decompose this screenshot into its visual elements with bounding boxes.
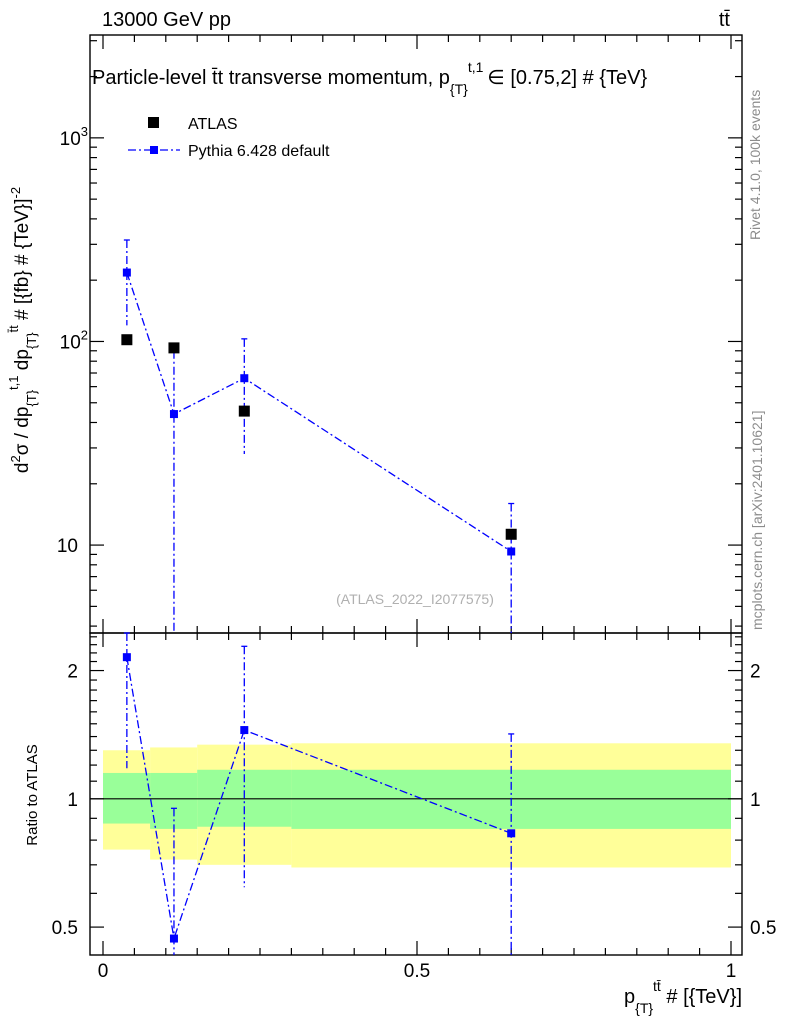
mcplots-label: mcplots.cern.ch [arXiv:2401.10621] xyxy=(749,411,765,630)
ratio-y-tick-label-left-1: 1 xyxy=(67,790,78,811)
legend: ATLAS Pythia 6.428 default xyxy=(128,116,330,160)
main-y-tick-label-1: 102 xyxy=(60,327,88,353)
axis-tick-labels: 0 0.5 1 10 102 103 0.5 0.5 1 1 2 2 xyxy=(52,124,777,982)
plot-title-sub: {T} xyxy=(450,81,468,97)
plot-title-range: ∈ [0.75,2] # {TeV} xyxy=(487,67,647,89)
pythia-main-point-1 xyxy=(169,410,178,419)
plot-title-sup: t,1 xyxy=(468,59,484,75)
header-left: 13000 GeV pp xyxy=(102,9,231,31)
pythia-ratio-point-0 xyxy=(122,653,131,662)
analysis-watermark: (ATLAS_2022_I2077575) xyxy=(336,591,494,607)
ratio-y-tick-label-right-0: 0.5 xyxy=(750,918,776,939)
legend-atlas-label: ATLAS xyxy=(188,116,238,133)
ratio-y-tick-label-right-1: 1 xyxy=(750,790,761,811)
ratio-panel-frame xyxy=(89,632,743,956)
legend-pythia-marker xyxy=(150,146,158,154)
pythia-ratio-point-2 xyxy=(240,726,249,735)
ratio-series-layer xyxy=(122,632,516,955)
pythia-main-point-3 xyxy=(507,547,516,556)
atlas-main-point-3 xyxy=(505,528,517,540)
ratio-y-tick-label-left-2: 2 xyxy=(67,662,78,683)
x-tick-label-2: 1 xyxy=(726,961,737,982)
plot-title: Particle-level t̄t transverse momentum, … xyxy=(92,59,647,97)
atlas-main-point-2 xyxy=(238,405,250,417)
pythia-ratio-point-3 xyxy=(507,829,516,838)
header-right: tt̄ xyxy=(719,9,731,31)
x-tick-label-1: 0.5 xyxy=(404,961,430,982)
main-series-layer xyxy=(121,239,517,633)
atlas-main-point-1 xyxy=(168,342,180,354)
x-tick-label-0: 0 xyxy=(98,961,109,982)
x-axis-label: p{T}tt̄ # [{TeV}] xyxy=(624,978,742,1016)
legend-pythia-label: Pythia 6.428 default xyxy=(188,143,330,160)
pythia-ratio-point-1 xyxy=(169,934,178,943)
pythia-main-line xyxy=(126,272,512,553)
main-y-axis-label: d2σ / dp{T}t,1 dp{T}t̄t # [{fb} # {TeV}]… xyxy=(6,187,39,473)
ratio-y-tick-label-right-2: 2 xyxy=(750,662,761,683)
main-y-tick-label-2: 103 xyxy=(60,124,88,150)
ratio-y-axis-label: Ratio to ATLAS xyxy=(24,744,41,845)
axis-ticks xyxy=(90,35,742,955)
legend-atlas-marker xyxy=(148,117,159,128)
atlas-main-point-0 xyxy=(121,334,133,346)
rivet-version-label: Rivet 4.1.0, 100k events xyxy=(747,90,763,240)
plot-title-main: Particle-level t̄t transverse momentum, … xyxy=(92,67,450,89)
pythia-main-point-2 xyxy=(240,374,249,383)
ratio-y-tick-label-left-0: 0.5 xyxy=(52,918,78,939)
main-y-tick-label-0: 10 xyxy=(57,536,78,557)
ratio-uncertainty-bands xyxy=(103,743,731,868)
pythia-main-point-0 xyxy=(122,268,131,277)
pythia-ratio-line xyxy=(126,657,512,939)
